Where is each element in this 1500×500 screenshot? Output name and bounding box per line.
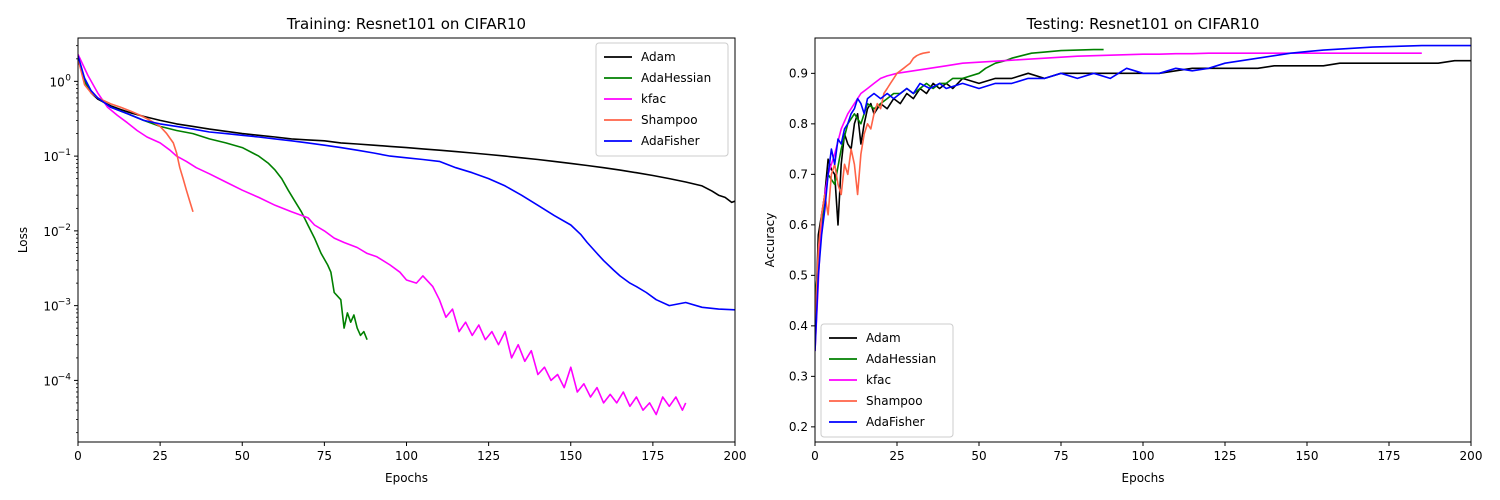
legend-box	[595, 42, 729, 157]
legend-label: Shampoo	[866, 394, 923, 408]
y-tick-label: 0.4	[789, 319, 808, 333]
series-line-adafisher	[815, 44, 1471, 352]
x-tick-label: 100	[395, 449, 418, 463]
chart-title: Testing: Resnet101 on CIFAR10	[1026, 15, 1260, 33]
y-tick-label: 0.5	[789, 268, 808, 282]
y-tick-exponent: −1	[58, 148, 71, 158]
y-tick-label: 0.2	[789, 420, 808, 434]
y-tick-label: 0.3	[789, 369, 808, 383]
x-axis-label: Epochs	[1122, 471, 1165, 485]
y-axis-label: Accuracy	[763, 213, 777, 268]
y-tick-exponent: −4	[58, 372, 72, 382]
x-tick-label: 0	[811, 449, 819, 463]
x-tick-label: 50	[235, 449, 250, 463]
y-tick-exponent: −3	[58, 298, 71, 308]
x-tick-label: 75	[317, 449, 332, 463]
series-line-adam	[815, 59, 1471, 336]
series-line-shampoo	[815, 51, 930, 326]
x-tick-label: 150	[1296, 449, 1319, 463]
series-line-kfac	[815, 52, 1422, 352]
y-axis-label: Loss	[16, 227, 30, 253]
series-line-adafisher	[78, 55, 735, 311]
legend: Adam AdaHessian kfac Shampoo AdaFisher	[820, 323, 954, 438]
series-line-kfac	[78, 53, 687, 416]
y-tick-label: 10	[43, 300, 58, 314]
legend-label: kfac	[641, 92, 666, 106]
legend-label: AdaHessian	[641, 71, 711, 85]
x-tick-label: 200	[724, 449, 747, 463]
legend-label: AdaFisher	[641, 134, 700, 148]
y-tick-exponent: −2	[58, 223, 71, 233]
x-tick-label: 125	[477, 449, 500, 463]
legend-box	[820, 323, 954, 438]
y-tick-label: 0.8	[789, 117, 808, 131]
y-tick-exponent: 0	[65, 73, 71, 83]
legend-label: Shampoo	[641, 113, 698, 127]
y-tick-label: 10	[43, 374, 58, 388]
x-axis-label: Epochs	[385, 471, 428, 485]
y-tick-label: 10	[43, 225, 58, 239]
x-tick-label: 50	[971, 449, 986, 463]
x-tick-label: 200	[1460, 449, 1483, 463]
x-tick-label: 75	[1053, 449, 1068, 463]
y-tick-label: 10	[43, 150, 58, 164]
y-tick-label: 0.7	[789, 167, 808, 181]
y-tick-label: 0.9	[789, 66, 808, 80]
x-tick-label: 175	[641, 449, 664, 463]
x-tick-label: 175	[1378, 449, 1401, 463]
legend-label: Adam	[866, 331, 901, 345]
legend-label: kfac	[866, 373, 891, 387]
testing-accuracy-chart: Testing: Resnet101 on CIFAR10 Epochs Acc…	[763, 15, 1482, 485]
x-tick-label: 0	[74, 449, 82, 463]
series-line-adahessian	[78, 57, 368, 341]
series-line-adahessian	[815, 48, 1104, 301]
legend-label: AdaHessian	[866, 352, 936, 366]
legend-label: Adam	[641, 50, 676, 64]
series-line-shampoo	[78, 58, 194, 213]
legend: Adam AdaHessian kfac Shampoo AdaFisher	[595, 42, 729, 157]
y-tick-label: 0.6	[789, 218, 808, 232]
x-tick-label: 25	[889, 449, 904, 463]
x-tick-label: 125	[1214, 449, 1237, 463]
y-tick-label: 10	[50, 75, 65, 89]
x-tick-label: 150	[559, 449, 582, 463]
training-loss-chart: Training: Resnet101 on CIFAR10 Epochs Lo…	[16, 15, 746, 485]
chart-title: Training: Resnet101 on CIFAR10	[286, 15, 526, 33]
x-tick-label: 100	[1132, 449, 1155, 463]
x-tick-label: 25	[152, 449, 167, 463]
legend-label: AdaFisher	[866, 415, 925, 429]
